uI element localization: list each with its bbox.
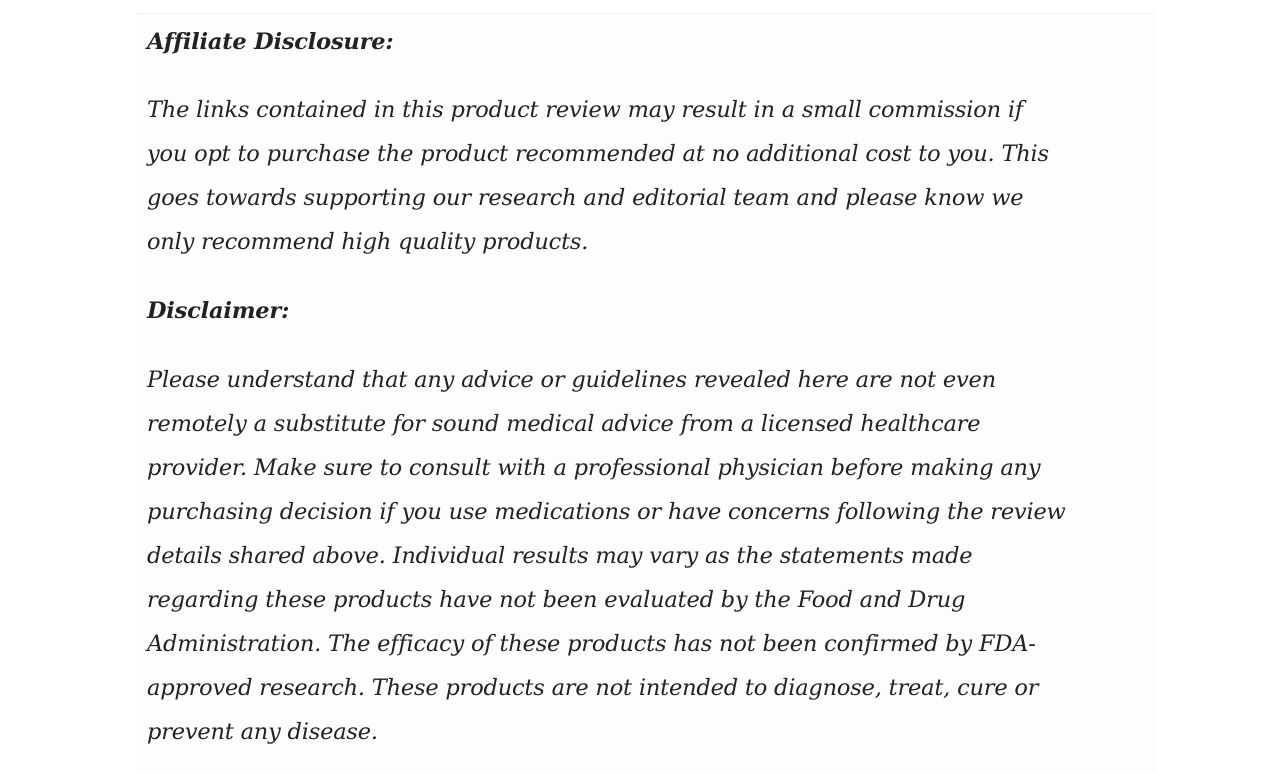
paragraph-line: prevent any disease. xyxy=(147,719,378,745)
disclaimer-heading: Disclaimer: xyxy=(147,289,289,333)
content-card xyxy=(137,13,1155,774)
paragraph-line: remotely a substitute for sound medical … xyxy=(147,411,981,437)
heading-text: Disclaimer: xyxy=(147,298,290,324)
paragraph-line: approved research. These products are no… xyxy=(147,675,1039,701)
heading-text: Affiliate Disclosure: xyxy=(147,29,394,55)
affiliate-paragraph: The links contained in this product revi… xyxy=(147,88,1049,264)
paragraph-line: purchasing decision if you use medicatio… xyxy=(147,499,1066,525)
affiliate-heading: Affiliate Disclosure: xyxy=(147,20,394,64)
paragraph-line: provider. Make sure to consult with a pr… xyxy=(147,455,1041,481)
paragraph-line: The links contained in this product revi… xyxy=(147,97,1023,123)
paragraph-line: Administration. The efficacy of these pr… xyxy=(147,631,1036,657)
paragraph-line: regarding these products have not been e… xyxy=(147,587,966,613)
paragraph-line: only recommend high quality products. xyxy=(147,229,589,255)
paragraph-line: you opt to purchase the product recommen… xyxy=(147,141,1049,167)
disclaimer-paragraph: Please understand that any advice or gui… xyxy=(147,358,1066,754)
paragraph-line: details shared above. Individual results… xyxy=(147,543,973,569)
paragraph-line: goes towards supporting our research and… xyxy=(147,185,1024,211)
paragraph-line: Please understand that any advice or gui… xyxy=(147,367,996,393)
